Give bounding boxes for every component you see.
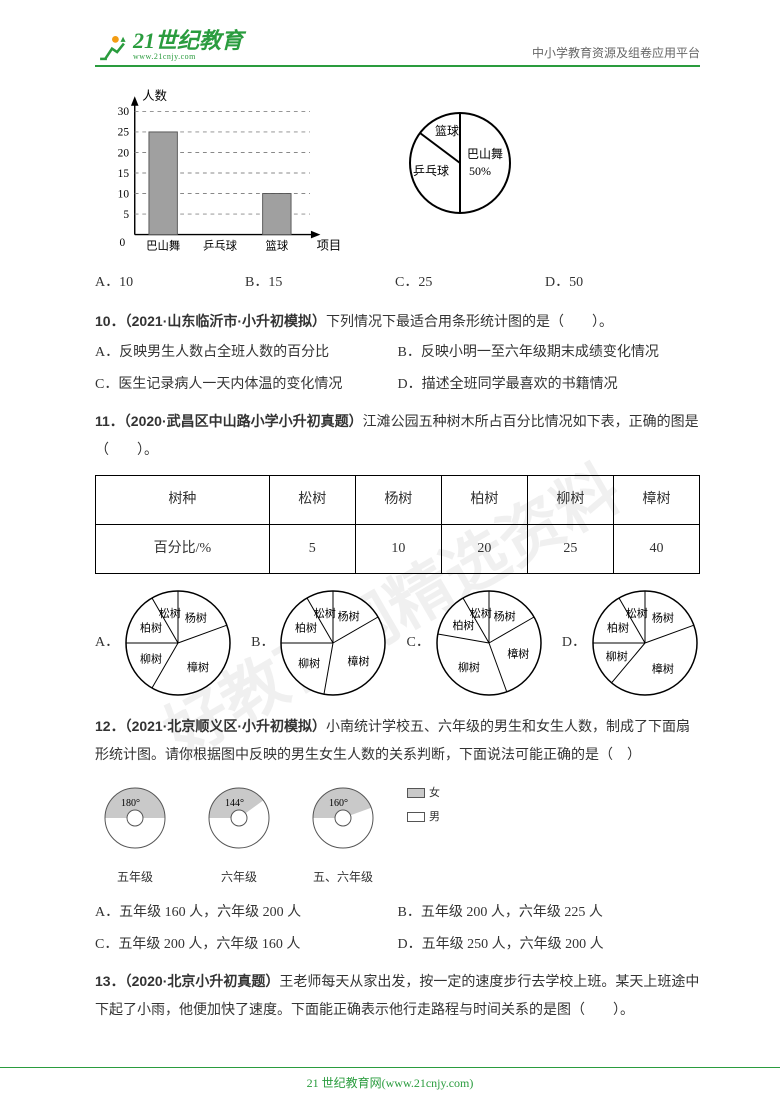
y-axis-label: 人数 [142,88,167,103]
x-axis-label: 项目 [317,239,342,253]
footer: 21 世纪教育网(www.21cnjy.com) [0,1067,780,1091]
choice-b: B．15 [245,269,395,297]
svg-text:乒乓球: 乒乓球 [203,239,238,253]
svg-text:杨树: 杨树 [652,610,674,624]
header: 21世纪教育 www.21cnjy.com 中小学教育资源及组卷应用平台 [95,30,700,67]
svg-text:杨树: 杨树 [493,609,515,623]
q11: 11．（2020·武昌区中山路小学小升初真题）江滩公园五种树木所占百分比情况如下… [95,407,700,465]
logo-text: 21世纪教育 [133,30,243,52]
legend: 女 男 [407,782,440,828]
svg-text:松树: 松树 [314,606,336,620]
svg-text:160°: 160° [329,798,348,809]
svg-text:松树: 松树 [159,606,181,620]
svg-text:乒乓球: 乒乓球 [413,164,449,178]
svg-text:樟树: 樟树 [348,654,370,668]
svg-text:柏树: 柏树 [295,620,317,634]
bar-chart: 人数 5 10 15 20 25 30 巴山舞 乒乓球 篮球 项目 0 [95,83,345,263]
svg-text:20: 20 [118,147,130,159]
q10: 10．（2021·山东临沂市·小升初模拟）下列情况下最适合用条形统计图的是（ ）… [95,307,700,337]
svg-text:50%: 50% [469,164,491,178]
q9-choices: A．10 B．15 C．25 D．50 [95,269,700,297]
svg-text:180°: 180° [121,798,140,809]
svg-text:杨树: 杨树 [338,609,360,623]
svg-text:25: 25 [118,127,130,139]
svg-text:10: 10 [118,188,130,200]
svg-text:巴山舞: 巴山舞 [467,147,503,161]
pie-activities: 篮球 乒乓球 巴山舞 50% [385,103,525,223]
svg-text:樟树: 樟树 [187,660,209,674]
page: 21世纪教育 www.21cnjy.com 中小学教育资源及组卷应用平台 人数 … [0,0,780,1045]
content: 人数 51015202530 巴山舞乒乓球篮球 项目 0 篮球 乒乓球 巴山舞 … [95,83,700,1025]
choice-a: A．10 [95,269,245,297]
q11-table: 树种松树杨树柏树柳树樟树 百分比/%510202540 [95,475,700,574]
svg-text:柳树: 柳树 [606,649,628,663]
choice-c: C．25 [395,269,545,297]
legend-female-swatch [407,788,425,798]
q10-choices: A．反映男生人数占全班人数的百分比B．反映小明一至六年级期末成绩变化情况 C．医… [95,337,700,401]
q12: 12．（2021·北京顺义区·小升初模拟）小南统计学校五、六年级的男生和女生人数… [95,712,700,770]
svg-text:巴山舞: 巴山舞 [146,240,180,253]
svg-text:30: 30 [118,106,130,118]
choice-d: D．50 [545,269,695,297]
svg-text:柳树: 柳树 [299,656,321,670]
svg-text:144°: 144° [225,798,244,809]
q11-pies: A．杨树樟树柳树柏树松树B．杨树樟树柳树柏树松树C．杨树樟树柳树柏树松树D．杨树… [95,588,700,698]
svg-text:篮球: 篮球 [265,239,288,253]
svg-text:篮球: 篮球 [435,123,459,138]
svg-text:柏树: 柏树 [607,620,629,634]
svg-text:0: 0 [120,237,126,249]
svg-text:柏树: 柏树 [140,620,162,634]
q13: 13．（2020·北京小升初真题）王老师每天从家出发，按一定的速度步行去学校上班… [95,967,700,1025]
svg-text:樟树: 樟树 [507,647,529,661]
svg-text:樟树: 樟树 [652,662,674,676]
logo-sub: www.21cnjy.com [133,52,243,61]
q12-donuts: 180°五年级144°六年级160°五、六年级 女 男 [95,782,700,889]
q12-choices: A．五年级 160 人，六年级 200 人B．五年级 200 人，六年级 225… [95,897,700,961]
runner-icon [95,33,129,61]
svg-text:柳树: 柳树 [458,660,480,674]
svg-text:15: 15 [118,168,130,180]
svg-text:柏树: 柏树 [452,618,474,632]
svg-text:柳树: 柳树 [140,652,162,666]
svg-text:松树: 松树 [470,606,492,620]
svg-text:杨树: 杨树 [185,610,207,624]
logo: 21世纪教育 www.21cnjy.com [95,30,243,61]
header-tagline: 中小学教育资源及组卷应用平台 [532,44,700,61]
svg-text:松树: 松树 [626,606,648,620]
svg-text:5: 5 [123,209,129,221]
legend-male-swatch [407,812,425,822]
